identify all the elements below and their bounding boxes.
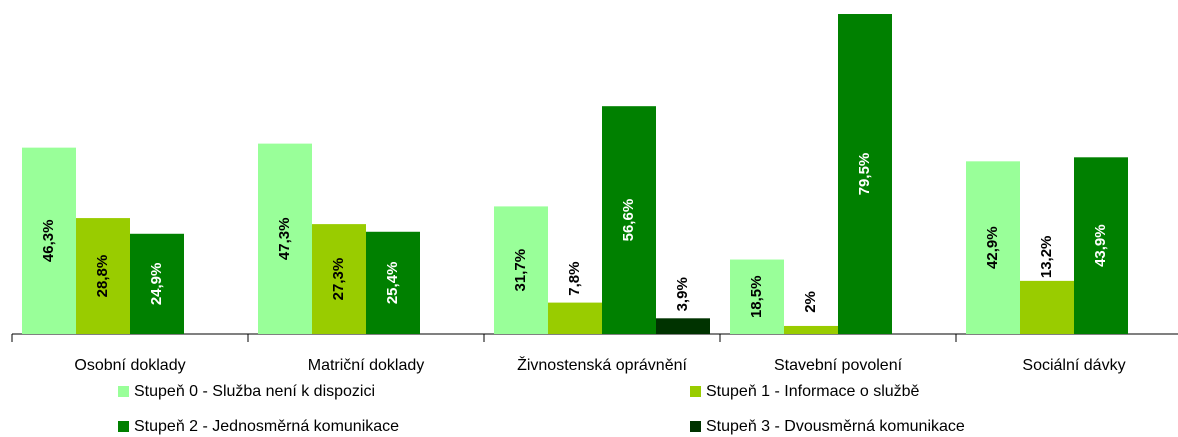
bar <box>258 143 312 334</box>
legend-label: Stupeň 2 - Jednosměrná komunikace <box>134 418 399 435</box>
value-label: 46,3% <box>40 220 57 263</box>
x-tick-label: Osobní doklady <box>74 357 185 374</box>
x-tick-label: Stavební povolení <box>774 357 903 374</box>
value-label: 13,2% <box>1038 236 1055 279</box>
bar <box>966 161 1020 334</box>
value-label: 31,7% <box>512 249 529 292</box>
legend-label: Stupeň 3 - Dvousměrná komunikace <box>706 418 965 435</box>
bar <box>784 325 838 334</box>
value-label: 7,8% <box>566 262 583 296</box>
x-tick-label: Živnostenská oprávnění <box>517 355 687 374</box>
value-label: 42,9% <box>984 226 1001 269</box>
legend-swatch <box>690 386 701 397</box>
bar <box>730 259 784 334</box>
value-label: 25,4% <box>384 262 401 305</box>
bar <box>76 218 130 334</box>
value-label: 47,3% <box>276 218 293 261</box>
value-label: 3,9% <box>674 277 691 311</box>
legend-swatch <box>118 421 129 432</box>
bar <box>838 14 892 334</box>
legend-swatch <box>118 386 129 397</box>
bar <box>130 233 184 334</box>
value-label: 27,3% <box>330 258 347 301</box>
value-label: 56,6% <box>620 199 637 242</box>
bar <box>1074 157 1128 334</box>
bar <box>548 302 602 334</box>
bar <box>22 147 76 334</box>
legend-label: Stupeň 0 - Služba není k dispozici <box>134 383 375 400</box>
bar <box>1020 280 1074 334</box>
legend-swatch <box>690 421 701 432</box>
bar <box>312 224 366 334</box>
value-label: 18,5% <box>748 275 765 318</box>
value-label: 2% <box>802 291 819 313</box>
legend-label: Stupeň 1 - Informace o službě <box>706 383 920 400</box>
bar <box>602 106 656 334</box>
x-tick-label: Matriční doklady <box>308 357 425 374</box>
bar <box>366 231 420 334</box>
bar <box>656 318 710 334</box>
bar <box>494 206 548 334</box>
value-label: 24,9% <box>148 263 165 306</box>
value-label: 43,9% <box>1092 224 1109 267</box>
x-tick-label: Sociální dávky <box>1022 357 1125 374</box>
value-label: 79,5% <box>856 153 873 196</box>
value-label: 28,8% <box>94 255 111 298</box>
